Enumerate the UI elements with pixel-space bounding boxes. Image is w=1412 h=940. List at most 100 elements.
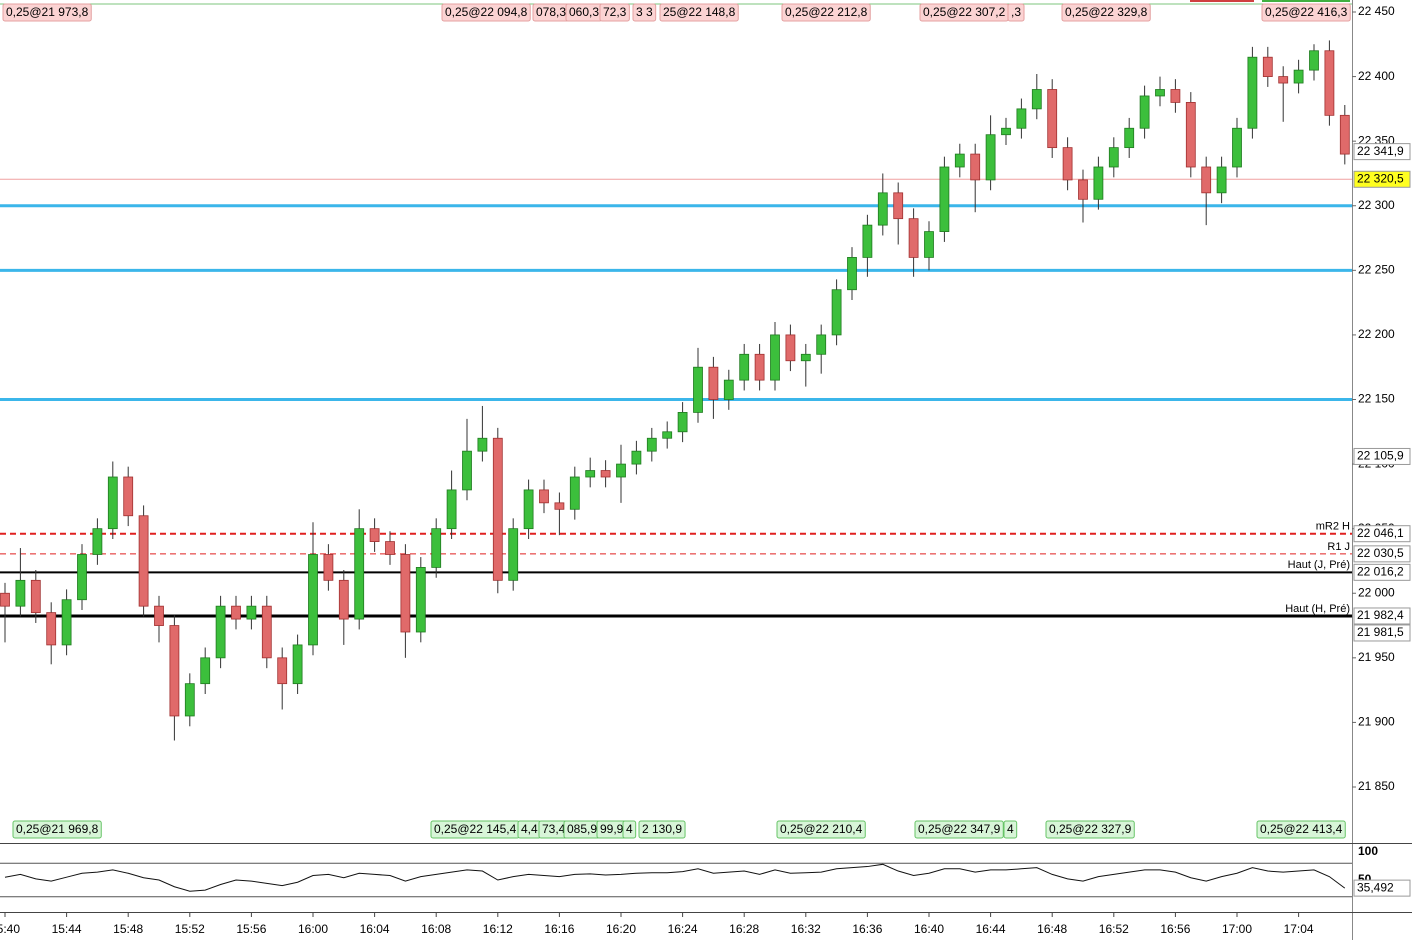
candle-body: [1031, 89, 1042, 110]
candle-body: [1124, 127, 1135, 149]
price-tag-label: 22 030,5: [1357, 546, 1404, 560]
last-price-label: 22 341,9: [1357, 144, 1404, 158]
x-tick-label: 15:48: [113, 922, 143, 936]
x-tick-label: 16:04: [360, 922, 390, 936]
candle-body: [1093, 166, 1104, 200]
sell_order-label: 0,25@22 307,2: [923, 5, 1006, 19]
buy_order-label: 2 130,9: [642, 822, 682, 836]
candle-body: [739, 353, 750, 381]
candle-body: [1309, 50, 1319, 71]
level-name: Haut (J, Pré): [1288, 559, 1350, 571]
y-tick-label: 21 950: [1358, 650, 1395, 664]
buy_order-tag: [12, 820, 102, 839]
candle-body: [354, 528, 365, 620]
x-tick-label: 15:44: [52, 922, 82, 936]
candle-body: [323, 554, 334, 581]
candle-body: [770, 334, 780, 381]
candle-body: [92, 528, 103, 555]
candle-body: [1001, 127, 1011, 136]
sell_order-tag: [781, 3, 871, 22]
price-tag-label: 22 105,9: [1357, 449, 1404, 463]
candle-body: [308, 554, 318, 646]
candle-body: [508, 528, 519, 581]
buy-button[interactable]: [1262, 0, 1350, 2]
candle-body: [662, 431, 673, 439]
buy_order-label: 4: [626, 822, 633, 836]
candle-body: [785, 334, 796, 362]
buy_order-tag: [622, 820, 637, 839]
indicator-tick-label: 100: [1358, 844, 1378, 858]
candle-body: [1078, 179, 1088, 200]
price-tag: [1353, 563, 1411, 581]
candle-body: [123, 476, 134, 517]
x-tick-label: 16:24: [668, 922, 698, 936]
x-tick-label: 15:56: [236, 922, 266, 936]
sell_order-label: 078,3: [536, 5, 566, 19]
candle-body: [184, 683, 195, 717]
buy_order-label: 4,4: [521, 822, 538, 836]
indicator-line: [4, 863, 1346, 892]
candle-body: [754, 353, 765, 381]
y-tick-label: 21 850: [1358, 779, 1395, 793]
level-name: R1 J: [1327, 541, 1350, 553]
buy_order-label: 73,4: [542, 822, 566, 836]
candle-body: [431, 528, 442, 568]
candle-body: [338, 579, 349, 620]
candle-body: [569, 476, 580, 510]
candle-body: [1216, 166, 1227, 194]
buy_order-label: 0,25@22 327,9: [1049, 822, 1132, 836]
candle-body: [169, 625, 180, 717]
sell_order-label: ,3: [1011, 5, 1021, 19]
x-tick-label: 16:48: [1037, 922, 1067, 936]
candle-body: [1047, 89, 1058, 149]
sell_order-label: 0,25@22 329,8: [1065, 5, 1148, 19]
x-tick-label: 16:20: [606, 922, 636, 936]
price-tag-label: 22 320,5: [1357, 171, 1404, 185]
candle-body: [1247, 56, 1258, 129]
candle-body: [1016, 108, 1027, 129]
y-tick-label: 22 200: [1358, 327, 1395, 341]
x-tick-label: 16:28: [729, 922, 759, 936]
candle-body: [61, 599, 72, 646]
last-price-tag: [1353, 143, 1411, 161]
sell_order-tag: [441, 3, 531, 22]
sell_order-label: 0,25@21 973,8: [6, 5, 89, 19]
price-tag: [1353, 525, 1411, 543]
candle-body: [1062, 147, 1073, 181]
candle-body: [1278, 76, 1289, 84]
candle-body: [708, 366, 719, 400]
y-tick-label: 22 400: [1358, 69, 1395, 83]
sell_order-label: 72,3: [603, 5, 627, 19]
indicator-last-tag: [1353, 879, 1411, 897]
candle-body: [477, 437, 488, 452]
candle-body: [723, 379, 734, 400]
x-tick-label: 16:52: [1099, 922, 1129, 936]
buy_order-tag: [776, 820, 866, 839]
x-tick-label: 16:56: [1160, 922, 1190, 936]
candle-body: [985, 134, 996, 181]
candle-body: [200, 657, 211, 685]
buy_order-tag: [1045, 820, 1135, 839]
sell_order-tag: [1061, 3, 1151, 22]
candle-body: [385, 541, 395, 555]
candle-body: [677, 412, 688, 433]
y-tick-label: 22 450: [1358, 4, 1395, 18]
x-tick-label: 16:36: [852, 922, 882, 936]
price-tag: [1353, 624, 1411, 642]
candle-body: [261, 605, 272, 659]
candle-body: [877, 192, 888, 226]
sell-button[interactable]: [1190, 0, 1254, 2]
price-tag-label: 21 981,5: [1357, 625, 1404, 639]
buy_order-label: 0,25@22 210,4: [780, 822, 863, 836]
candle-body: [415, 567, 426, 633]
sell_order-label: 3 3: [636, 5, 653, 19]
x-tick-label: 17:04: [1284, 922, 1314, 936]
candle-body: [462, 450, 472, 491]
price-tag-label: 22 046,1: [1357, 526, 1404, 540]
buy_order-label: 0,25@22 413,4: [1260, 822, 1343, 836]
y-tick-label: 21 900: [1358, 715, 1395, 729]
x-tick-label: 16:12: [483, 922, 513, 936]
sell_order-tag: [1007, 3, 1025, 22]
buy_order-tag: [1003, 820, 1018, 839]
